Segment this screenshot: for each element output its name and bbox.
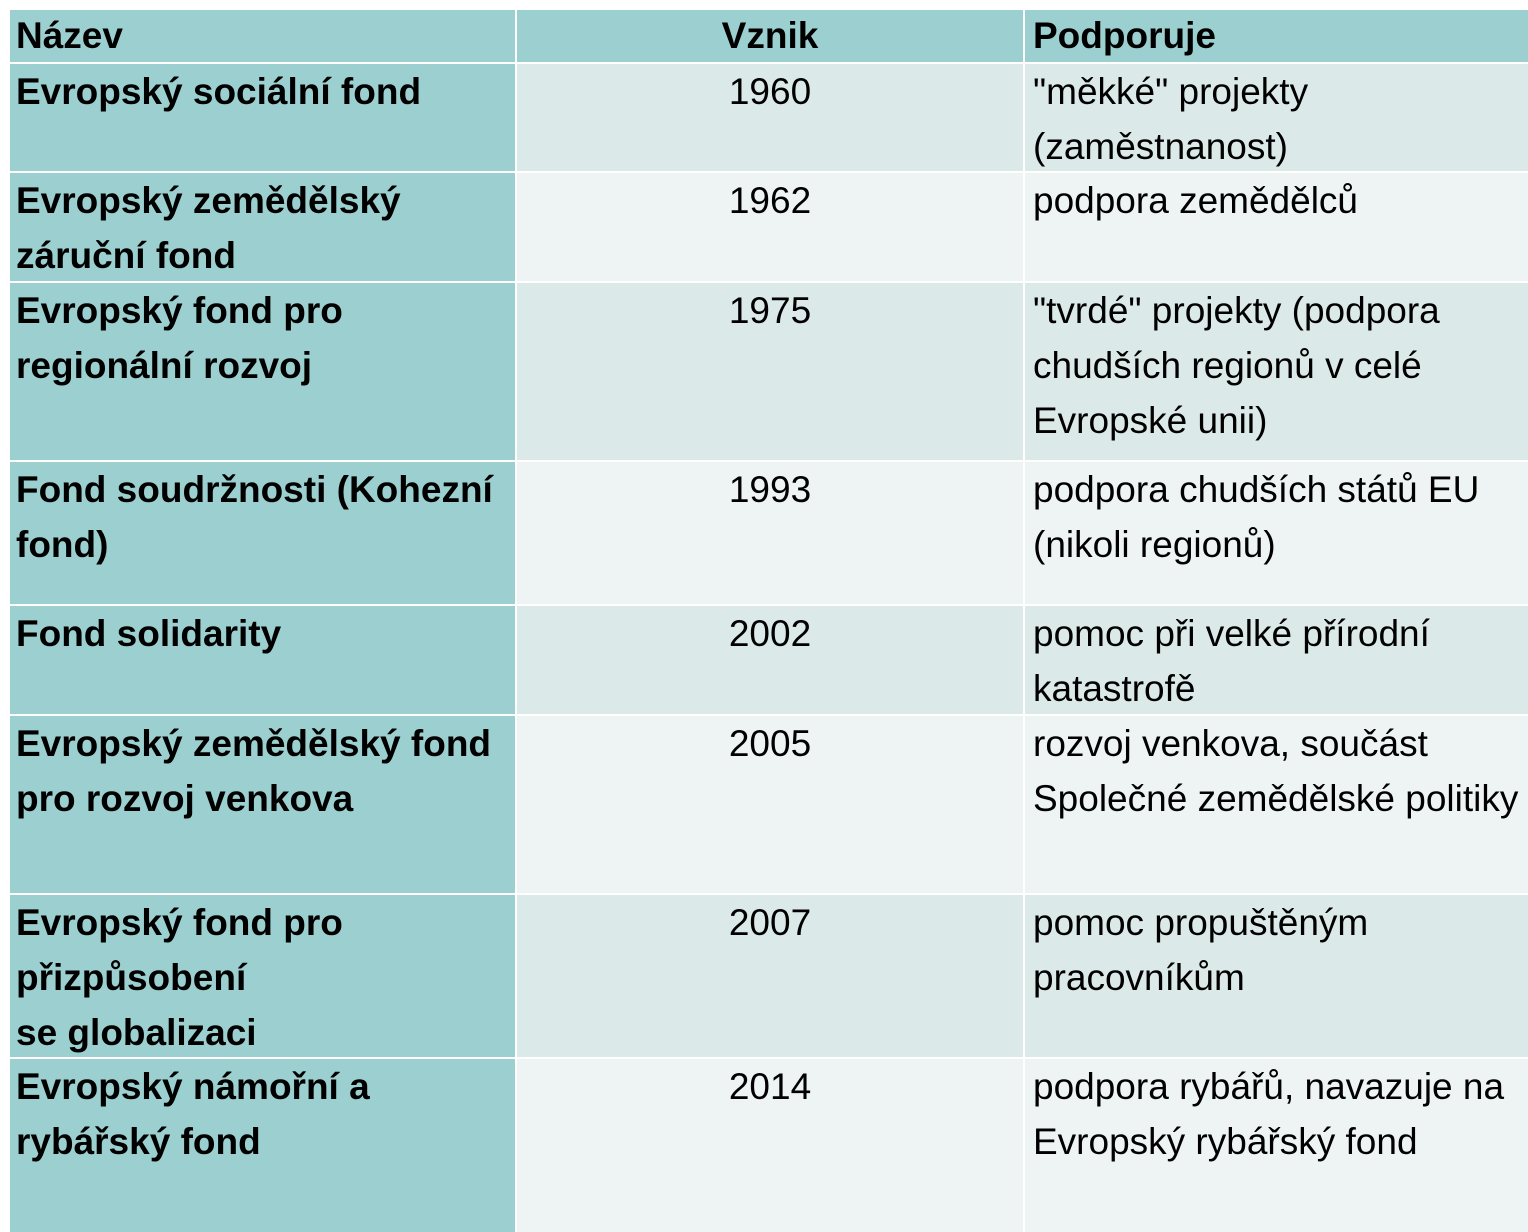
fund-name: Fond soudržnosti (Kohezní fond) bbox=[10, 462, 515, 604]
founded-year: 2014 bbox=[517, 1059, 1023, 1232]
supports: "tvrdé" projekty (podpora chudších regio… bbox=[1025, 283, 1528, 460]
founded-year: 1962 bbox=[517, 173, 1023, 281]
supports: podpora chudších států EU (nikoli region… bbox=[1025, 462, 1528, 604]
supports: rozvoj venkova, součást Společné zeměděl… bbox=[1025, 716, 1528, 893]
header-cell: Podporuje bbox=[1025, 10, 1528, 62]
fund-name: Evropský zemědělský fond pro rozvoj venk… bbox=[10, 716, 515, 893]
founded-year: 1960 bbox=[517, 64, 1023, 171]
fund-name: Evropský zemědělský záruční fond bbox=[10, 173, 515, 281]
fund-name: Evropský sociální fond bbox=[10, 64, 515, 171]
founded-year: 1975 bbox=[517, 283, 1023, 460]
supports: podpora rybářů, navazuje na Evropský ryb… bbox=[1025, 1059, 1528, 1232]
founded-year: 2002 bbox=[517, 606, 1023, 714]
header-cell: Název bbox=[10, 10, 515, 62]
fund-name: Fond solidarity bbox=[10, 606, 515, 714]
supports: pomoc při velké přírodní katastrofě bbox=[1025, 606, 1528, 714]
supports: "měkké" projekty (zaměstnanost) bbox=[1025, 64, 1528, 171]
fund-name: Evropský fond pro přizpůsobení se global… bbox=[10, 895, 515, 1057]
header-cell: Vznik bbox=[517, 10, 1023, 62]
founded-year: 1993 bbox=[517, 462, 1023, 604]
founded-year: 2005 bbox=[517, 716, 1023, 893]
supports: podpora zemědělců bbox=[1025, 173, 1528, 281]
supports: pomoc propuštěným pracovníkům bbox=[1025, 895, 1528, 1057]
fund-name: Evropský námořní a rybářský fond bbox=[10, 1059, 515, 1232]
founded-year: 2007 bbox=[517, 895, 1023, 1057]
fund-name: Evropský fond pro regionální rozvoj bbox=[10, 283, 515, 460]
